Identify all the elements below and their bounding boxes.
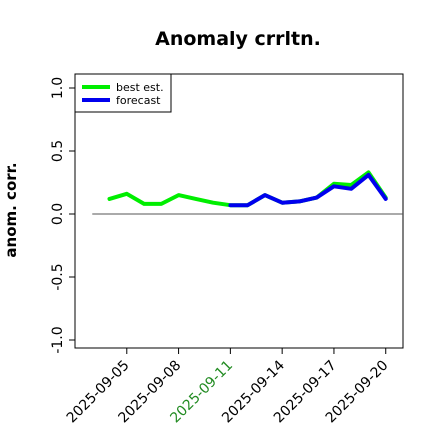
plot-area: -1.0-0.50.00.51.02025-09-052025-09-08202… (50, 73, 404, 426)
y-tick-label: -1.0 (50, 326, 66, 353)
chart-title: Anomaly crrltn. (155, 28, 321, 50)
y-tick-label: 0.0 (50, 203, 66, 225)
series-line-forecast (228, 172, 388, 208)
plot-frame (74, 73, 404, 349)
y-tick-label: -0.5 (50, 263, 66, 290)
y-axis-label: anom. corr. (2, 162, 20, 257)
y-tick-label: 0.5 (50, 140, 66, 162)
legend-label: best est. (116, 81, 164, 94)
legend-box (74, 73, 172, 113)
legend-label: forecast (116, 94, 161, 107)
legend: best est.forecast (74, 73, 172, 113)
y-tick-label: 1.0 (50, 77, 66, 99)
